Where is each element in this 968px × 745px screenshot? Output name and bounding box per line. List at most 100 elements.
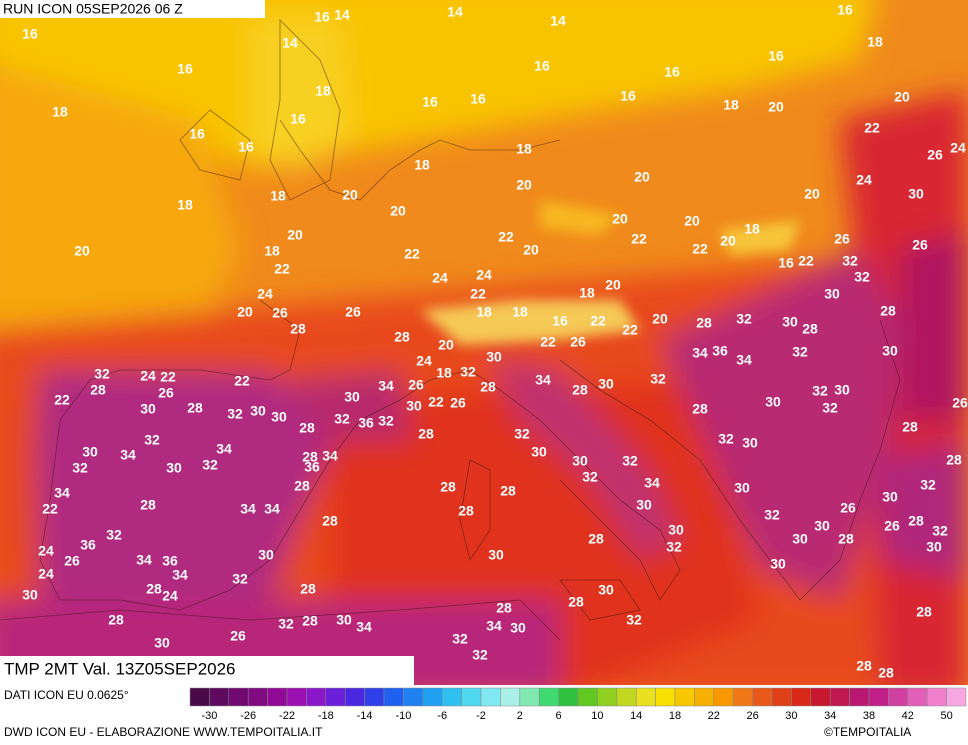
colorbar-tick-label: 38	[863, 710, 875, 722]
colorbar-swatch	[403, 687, 424, 707]
temperature-label: 26	[230, 628, 246, 644]
colorbar-swatch	[189, 687, 210, 707]
colorbar-swatch	[888, 687, 909, 707]
colorbar-tick-label: -26	[240, 710, 256, 722]
run-info: RUN ICON 05SEP2026 06 Z	[3, 1, 183, 17]
temperature-label: 30	[765, 394, 781, 410]
temperature-label: 32	[582, 469, 598, 485]
temperature-label: 32	[334, 411, 350, 427]
temperature-label: 34	[356, 619, 372, 635]
temperature-label: 18	[436, 365, 452, 381]
temperature-label: 24	[38, 566, 54, 582]
colorbar-swatch	[286, 687, 307, 707]
colorbar-tick-label: 42	[902, 710, 914, 722]
temperature-label: 28	[480, 379, 496, 395]
colorbar-swatch	[868, 687, 889, 707]
colorbar-swatch	[926, 687, 947, 707]
run-box	[0, 0, 265, 18]
temperature-label: 14	[282, 35, 298, 51]
temperature-label: 30	[742, 435, 758, 451]
colorbar: -30 -26 -22 -18 -14 -10 -6 -2 2 6 10 14 18 22 26 30 34 38…	[189, 687, 967, 722]
temperature-label: 22	[274, 261, 290, 277]
colorbar-swatch	[694, 687, 715, 707]
colorbar-swatch	[849, 687, 870, 707]
temperature-label: 34	[120, 447, 136, 463]
temperature-label: 32	[854, 269, 870, 285]
temperature-label: 24	[476, 267, 492, 283]
temperature-label: 16	[552, 313, 568, 329]
temperature-label: 20	[652, 311, 668, 327]
colorbar-swatch	[597, 687, 618, 707]
temperature-label: 30	[271, 409, 287, 425]
temperature-label: 22	[42, 501, 58, 517]
temperature-label: 16	[177, 61, 193, 77]
colorbar-tick-label: 22	[708, 710, 720, 722]
temperature-label: 32	[650, 371, 666, 387]
temperature-label: 34	[535, 372, 551, 388]
temperature-label: 28	[692, 401, 708, 417]
colorbar-swatch	[538, 687, 559, 707]
temperature-label: 30	[792, 531, 808, 547]
temperature-label: 26	[570, 334, 586, 350]
temperature-label: 36	[80, 537, 96, 553]
temperature-label: 30	[834, 382, 850, 398]
temperature-label: 16	[314, 9, 330, 25]
colorbar-swatch	[344, 687, 365, 707]
temperature-label: 32	[514, 426, 530, 442]
temperature-label: 32	[452, 631, 468, 647]
colorbar-swatch	[635, 687, 656, 707]
colorbar-swatch	[228, 687, 249, 707]
temperature-label: 30	[166, 460, 182, 476]
colorbar-swatch	[771, 687, 792, 707]
colorbar-swatch	[247, 687, 268, 707]
temperature-label: 30	[598, 582, 614, 598]
temperature-label: 36	[162, 553, 178, 569]
temperature-label: 16	[664, 64, 680, 80]
temperature-label: 18	[476, 304, 492, 320]
colorbar-swatch	[422, 687, 443, 707]
temperature-label: 32	[232, 571, 248, 587]
temperature-label: 28	[802, 321, 818, 337]
temperature-label: 34	[644, 475, 660, 491]
temperature-label: 32	[792, 344, 808, 360]
temperature-label: 30	[770, 556, 786, 572]
temperature-label: 28	[588, 531, 604, 547]
temperature-label: 24	[950, 140, 966, 156]
colorbar-swatch	[674, 687, 695, 707]
temperature-label: 20	[438, 337, 454, 353]
colorbar-swatch	[791, 687, 812, 707]
temperature-label: 28	[696, 315, 712, 331]
temperature-label: 30	[782, 314, 798, 330]
temperature-label: 20	[612, 211, 628, 227]
temperature-label: 30	[250, 403, 266, 419]
temperature-label: 34	[240, 501, 256, 517]
temperature-label: 20	[516, 177, 532, 193]
colorbar-swatch	[441, 687, 462, 707]
colorbar-swatch	[558, 687, 579, 707]
temperature-label: 20	[605, 277, 621, 293]
temperature-label: 28	[140, 497, 156, 513]
temperature-label: 36	[712, 343, 728, 359]
temperature-label: 22	[692, 241, 708, 257]
temperature-label: 30	[510, 620, 526, 636]
temperature-label: 24	[856, 172, 872, 188]
temperature-label: 26	[840, 500, 856, 516]
temperature-label: 28	[856, 658, 872, 674]
temperature-label: 16	[238, 139, 254, 155]
colorbar-tick-label: 14	[630, 710, 642, 722]
temperature-label: 20	[684, 213, 700, 229]
colorbar-swatch	[306, 687, 327, 707]
colorbar-swatch	[480, 687, 501, 707]
temperature-label: 24	[162, 588, 178, 604]
temperature-label: 34	[136, 552, 152, 568]
temperature-label: 28	[946, 452, 962, 468]
temperature-label: 28	[500, 483, 516, 499]
temperature-label: 14	[447, 4, 463, 20]
colorbar-swatch	[810, 687, 831, 707]
temperature-label: 32	[622, 453, 638, 469]
temperature-label: 28	[908, 513, 924, 529]
temperature-label: 14	[550, 13, 566, 29]
temperature-label: 18	[867, 34, 883, 50]
